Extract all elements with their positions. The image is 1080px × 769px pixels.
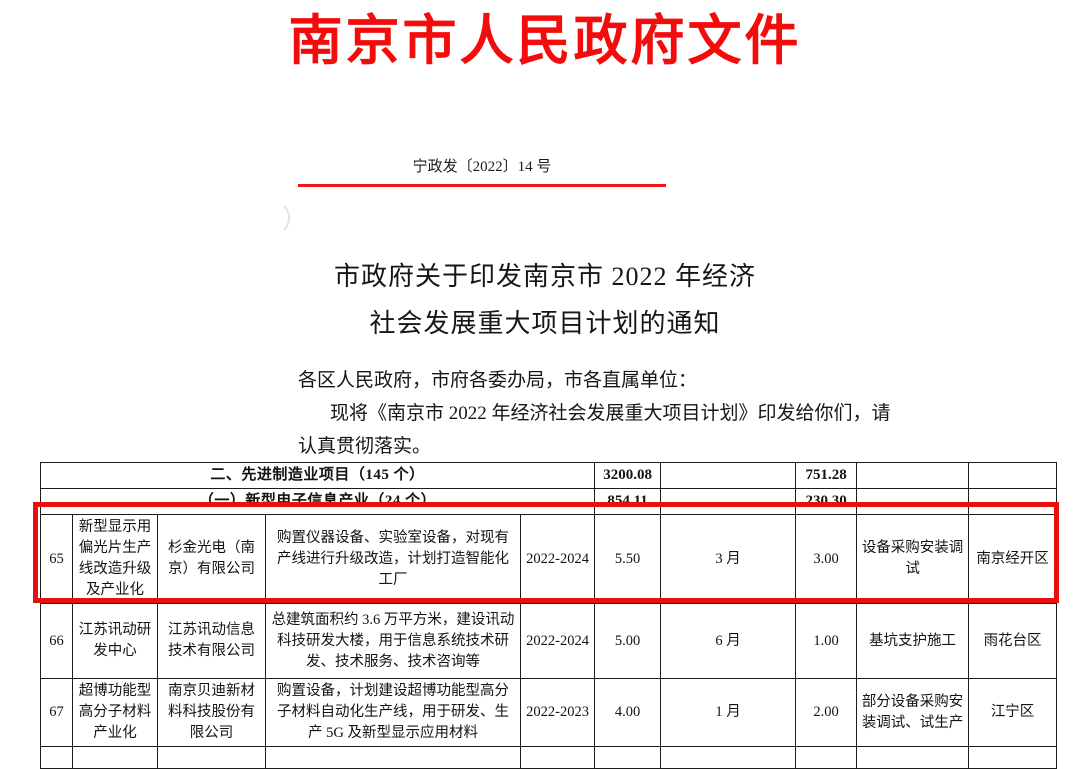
cell-project-name: 超博功能型高分子材料产业化 <box>72 678 158 747</box>
notice-title-line-1: 市政府关于印发南京市 2022 年经济 <box>333 262 756 291</box>
cell-company: 杉金光电（南京）有限公司 <box>157 514 266 604</box>
cell-annual-investment: 3.00 <box>795 514 858 604</box>
cell-total-investment: 5.00 <box>594 603 662 679</box>
summary-row-electronic-info-industry: （一）新型电子信息产业（24 个） 854.11 230.30 <box>39 488 1058 515</box>
cell-start-month: 3 月 <box>660 514 797 604</box>
empty-cell <box>856 462 970 489</box>
cell-project-name: 江苏讯动研发中心 <box>72 603 158 679</box>
empty-cell <box>157 746 266 769</box>
cell-start-month: 6 月 <box>660 603 797 679</box>
cell-annual-investment: 1.00 <box>795 603 858 679</box>
cell-content: 购置仪器设备、实验室设备，对现有产线进行升级改造，计划打造智能化工厂 <box>265 514 521 604</box>
table-row-66: 66 江苏讯动研发中心 江苏讯动信息技术有限公司 总建筑面积约 3.6 万平方米… <box>40 603 1058 679</box>
table-row-67: 67 超博功能型高分子材料产业化 南京贝迪新材料科技股份有限公司 购置设备，计划… <box>40 678 1058 747</box>
table-row-65: 65 新型显示用偏光片生产线改造升级及产业化 杉金光电（南京）有限公司 购置仪器… <box>40 514 1058 604</box>
cell-no: 65 <box>40 514 73 604</box>
cell-total-investment: 4.00 <box>594 678 662 747</box>
cell-progress: 基坑支护施工 <box>856 603 970 679</box>
cell-content: 总建筑面积约 3.6 万平方米，建设讯动科技研发大楼，用于信息系统技术研发、技术… <box>265 603 521 679</box>
cell-period: 2022-2023 <box>519 678 596 747</box>
empty-cell <box>968 462 1058 489</box>
notice-title-line-2: 社会发展重大项目计划的通知 <box>369 309 721 338</box>
empty-cell <box>40 746 73 769</box>
empty-cell <box>968 746 1058 769</box>
summary-total-investment: 3200.08 <box>594 462 662 489</box>
empty-cell <box>856 746 970 769</box>
summary-annual-investment: 230.30 <box>795 488 858 515</box>
empty-cell <box>968 488 1058 515</box>
empty-cell <box>72 746 158 769</box>
summary-label: （一）新型电子信息产业（24 个） <box>39 488 596 515</box>
cell-period: 2022-2024 <box>519 514 596 604</box>
summary-total-investment: 854.11 <box>594 488 662 515</box>
empty-cell <box>660 746 797 769</box>
empty-cell <box>594 746 662 769</box>
cell-no: 67 <box>40 678 73 747</box>
cell-progress: 设备采购安装调试 <box>856 514 970 604</box>
government-letterhead-title: 南京市人民政府文件 <box>288 11 802 71</box>
empty-cell <box>265 746 521 769</box>
summary-annual-investment: 751.28 <box>795 462 858 489</box>
cell-district: 雨花台区 <box>968 603 1058 679</box>
cell-company: 江苏讯动信息技术有限公司 <box>157 603 266 679</box>
body-line-1: 现将《南京市 2022 年经济社会发展重大项目计划》印发给你们，请 <box>330 403 891 424</box>
empty-cell <box>519 746 596 769</box>
summary-row-advanced-manufacturing: 二、先进制造业项目（145 个） 3200.08 751.28 <box>39 462 1058 489</box>
cell-project-name: 新型显示用偏光片生产线改造升级及产业化 <box>72 514 158 604</box>
empty-cell <box>795 746 858 769</box>
salutation: 各区人民政府，市府各委办局，市各直属单位： <box>298 370 698 391</box>
cell-content: 购置设备，计划建设超博功能型高分子材料自动化生产线，用于研发、生产 5G 及新型… <box>265 678 521 747</box>
summary-label: 二、先进制造业项目（145 个） <box>39 462 596 489</box>
cell-annual-investment: 2.00 <box>795 678 858 747</box>
projects-table: 二、先进制造业项目（145 个） 3200.08 751.28 （一）新型电子信… <box>39 462 1058 769</box>
cell-total-investment: 5.50 <box>594 514 662 604</box>
cell-no: 66 <box>40 603 73 679</box>
cell-district: 江宁区 <box>968 678 1058 747</box>
red-divider-line <box>298 184 666 187</box>
cell-period: 2022-2024 <box>519 603 596 679</box>
empty-cell <box>660 462 797 489</box>
cell-district: 南京经开区 <box>968 514 1058 604</box>
cell-start-month: 1 月 <box>660 678 797 747</box>
doc-number: 宁政发〔2022〕14 号 <box>412 159 552 175</box>
table-row-clipped <box>40 746 1058 769</box>
cell-progress: 部分设备采购安装调试、试生产 <box>856 678 970 747</box>
cell-company: 南京贝迪新材料科技股份有限公司 <box>157 678 266 747</box>
empty-cell <box>660 488 797 515</box>
empty-cell <box>856 488 970 515</box>
body-line-2: 认真贯彻落实。 <box>298 436 432 457</box>
scan-artifact-arc <box>254 200 290 236</box>
